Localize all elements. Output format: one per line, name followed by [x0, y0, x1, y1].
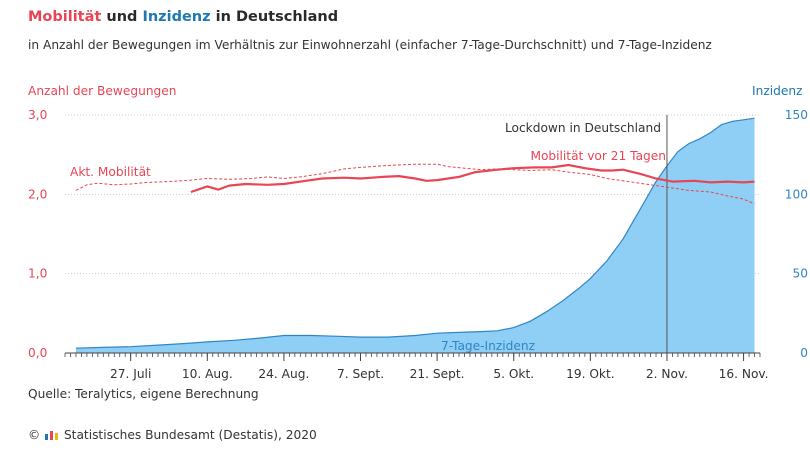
x-tick-label: 19. Okt. — [566, 367, 615, 381]
y-axis-left-label: Anzahl der Bewegungen — [28, 84, 177, 98]
lockdown-label: Lockdown in Deutschland — [505, 121, 661, 135]
copyright-text: Statistisches Bundesamt (Destatis), 2020 — [63, 428, 317, 442]
title-germany: in Deutschland — [210, 9, 339, 25]
y-tick-left-label: 0,0 — [28, 346, 47, 360]
x-tick-label: 5. Okt. — [493, 367, 534, 381]
x-tick-label: 7. Sept. — [337, 367, 384, 381]
incidence-line — [75, 117, 755, 349]
x-tick-label: 21. Sept. — [410, 367, 465, 381]
y-tick-right-label: 100 — [785, 187, 808, 201]
incidence-area — [75, 118, 755, 353]
y-tick-right-label: 150 — [785, 108, 808, 122]
copyright-note: © Statistisches Bundesamt (Destatis), 20… — [28, 428, 317, 442]
y-tick-right-label: 50 — [792, 267, 808, 281]
title-and: und — [101, 9, 143, 25]
series-label-mobility-21-days: Mobilität vor 21 Tagen — [530, 149, 666, 163]
mobility-21-days-line — [190, 163, 755, 194]
chart-subtitle: in Anzahl der Bewegungen im Verhältnis z… — [28, 38, 712, 52]
y-tick-left-label: 2,0 — [28, 187, 47, 201]
source-note: Quelle: Teralytics, eigene Berechnung — [28, 387, 259, 401]
title-incidence: Inzidenz — [142, 9, 211, 25]
copyright-symbol: © — [28, 428, 41, 442]
destatis-logo-icon — [45, 431, 59, 440]
x-tick-label: 24. Aug. — [258, 367, 309, 381]
y-tick-left-label: 1,0 — [28, 267, 47, 281]
x-tick-label: 27. Juli — [110, 367, 151, 381]
y-axis-right-label: Inzidenz — [752, 84, 803, 98]
x-tick-label: 10. Aug. — [182, 367, 233, 381]
x-tick-label: 2. Nov. — [646, 367, 688, 381]
y-tick-right-label: 0 — [800, 346, 808, 360]
mobility-current-line — [75, 163, 755, 205]
y-tick-left-label: 3,0 — [28, 108, 47, 122]
x-tick-label: 16. Nov. — [719, 367, 769, 381]
series-label-incidence: 7-Tage-Inzidenz — [441, 339, 535, 353]
chart-title: Mobilität und Inzidenz in Deutschland — [28, 9, 338, 25]
title-mobility: Mobilität — [28, 9, 102, 25]
series-label-current-mobility: Akt. Mobilität — [70, 165, 151, 179]
